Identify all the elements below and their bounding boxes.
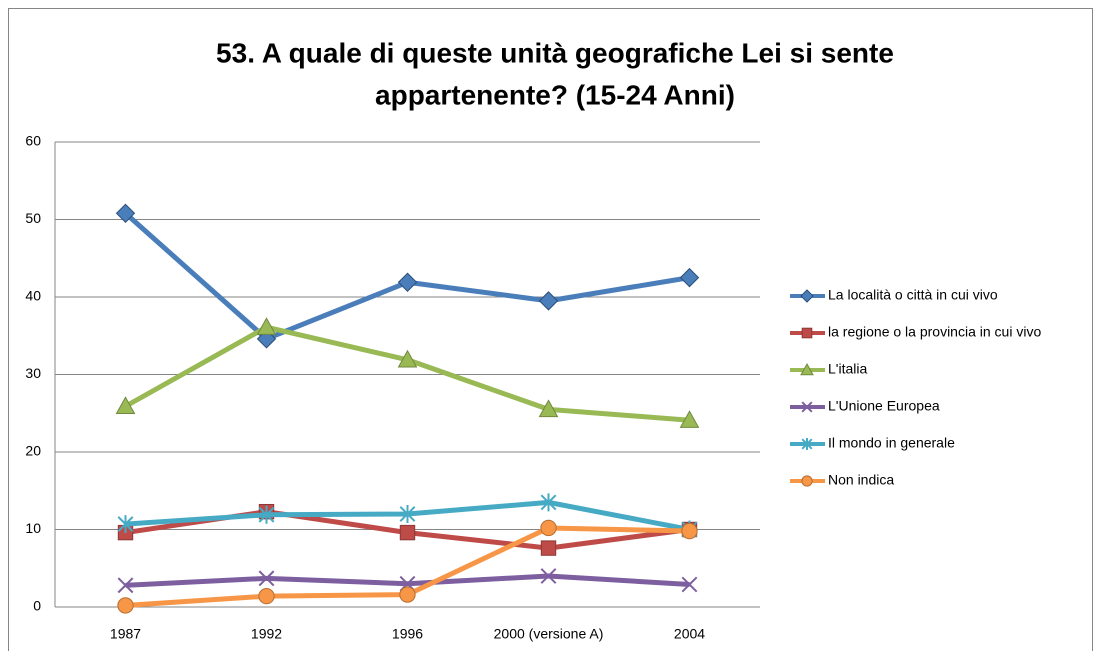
legend-label: La località o città in cui vivo bbox=[828, 287, 998, 303]
y-tick-label: 0 bbox=[33, 598, 41, 614]
y-tick-label: 20 bbox=[25, 443, 41, 459]
marker bbox=[258, 588, 275, 605]
x-tick-label: 2000 (versione A) bbox=[494, 626, 604, 642]
marker bbox=[540, 493, 557, 512]
marker bbox=[540, 519, 557, 537]
legend-label: la regione o la provincia in cui vivo bbox=[828, 324, 1041, 340]
x-tick-label: 1987 bbox=[110, 626, 141, 642]
marker bbox=[801, 438, 813, 450]
marker bbox=[117, 515, 134, 534]
marker bbox=[399, 524, 416, 541]
marker bbox=[679, 410, 700, 428]
chart-title: 53. A quale di queste unità geografiche … bbox=[216, 37, 894, 68]
marker bbox=[679, 267, 700, 288]
marker bbox=[117, 577, 134, 594]
y-tick-label: 10 bbox=[25, 520, 41, 536]
series-line bbox=[124, 324, 690, 423]
marker bbox=[540, 540, 557, 556]
x-tick-label: 1992 bbox=[251, 626, 282, 642]
marker bbox=[397, 272, 418, 292]
marker bbox=[397, 349, 418, 368]
marker bbox=[800, 362, 814, 376]
y-tick-label: 30 bbox=[25, 365, 41, 381]
x-tick-label: 1996 bbox=[392, 626, 423, 642]
chart-border bbox=[8, 8, 1093, 651]
marker bbox=[258, 570, 275, 587]
marker bbox=[258, 505, 275, 524]
marker bbox=[117, 597, 134, 614]
marker bbox=[681, 576, 698, 593]
marker bbox=[801, 401, 813, 413]
marker bbox=[399, 586, 416, 603]
y-tick-label: 60 bbox=[25, 133, 41, 149]
legend-label: L'Unione Europea bbox=[828, 398, 940, 414]
marker bbox=[538, 291, 559, 311]
chart-title: appartenente? (15-24 Anni) bbox=[375, 79, 735, 110]
marker bbox=[540, 568, 557, 584]
marker bbox=[801, 327, 813, 339]
marker bbox=[399, 505, 416, 523]
legend-label: Non indica bbox=[828, 472, 894, 488]
marker bbox=[801, 475, 813, 487]
marker bbox=[800, 289, 814, 303]
y-tick-label: 50 bbox=[25, 210, 41, 226]
y-tick-label: 40 bbox=[25, 288, 41, 304]
marker bbox=[115, 203, 136, 224]
marker bbox=[115, 396, 136, 414]
legend-label: L'italia bbox=[828, 361, 867, 377]
legend-label: Il mondo in generale bbox=[828, 435, 955, 451]
marker bbox=[538, 399, 559, 418]
marker bbox=[256, 317, 277, 335]
x-tick-label: 2004 bbox=[674, 626, 705, 642]
marker bbox=[681, 522, 698, 540]
